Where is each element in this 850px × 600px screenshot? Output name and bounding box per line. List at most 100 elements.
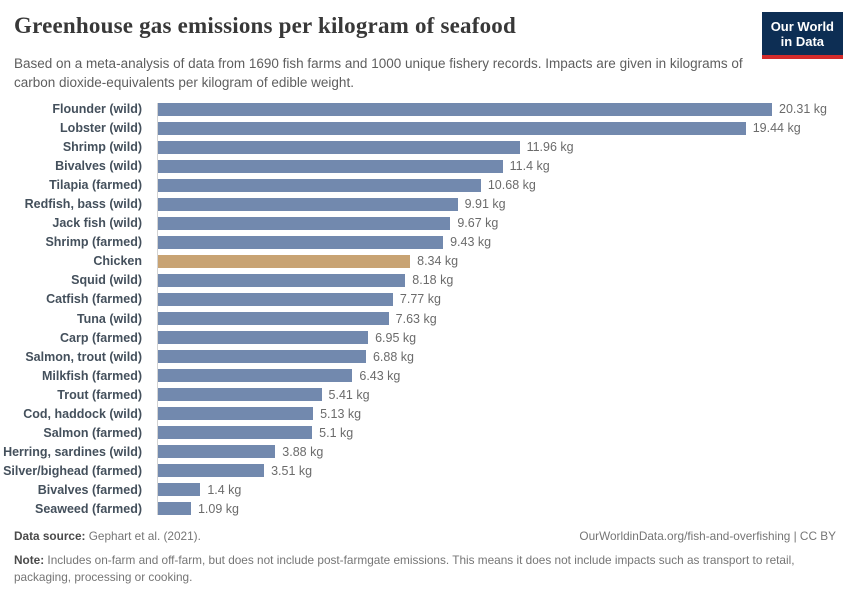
bar-row: Salmon (farmed) 5.1 kg (0, 426, 850, 440)
data-source-label: Data source: (14, 529, 86, 543)
category-label: Chicken (93, 254, 142, 269)
bar[interactable] (158, 121, 746, 135)
bar[interactable] (158, 502, 191, 516)
category-label: Redfish, bass (wild) (24, 197, 142, 212)
value-label: 5.1 kg (319, 425, 354, 440)
value-label: 9.43 kg (450, 235, 492, 250)
category-label: Bivalves (farmed) (37, 482, 142, 497)
bar[interactable] (158, 407, 314, 421)
bar-track: 9.91 kg (158, 197, 850, 211)
category-label: Silver/bighead (farmed) (3, 463, 142, 478)
value-label: 1.4 kg (207, 482, 242, 497)
bar[interactable] (158, 369, 353, 383)
bar-row: Herring, sardines (wild) 3.88 kg (0, 445, 850, 459)
category-label: Jack fish (wild) (52, 216, 142, 231)
value-label: 7.63 kg (395, 311, 437, 326)
bar-highlight[interactable] (158, 254, 411, 268)
value-label: 5.13 kg (320, 406, 362, 421)
bar[interactable] (158, 331, 369, 345)
bar-track: 7.63 kg (158, 312, 850, 326)
bar-row: Redfish, bass (wild) 9.91 kg (0, 197, 850, 211)
bar[interactable] (158, 178, 481, 192)
bar[interactable] (158, 350, 366, 364)
category-label: Flounder (wild) (52, 102, 142, 116)
data-source-text: Gephart et al. (2021). (85, 529, 201, 543)
bar-row: Milkfish (farmed) 6.43 kg (0, 369, 850, 383)
bar-row: Salmon, trout (wild) 6.88 kg (0, 350, 850, 364)
bar[interactable] (158, 388, 322, 402)
value-label: 6.43 kg (359, 368, 401, 383)
bar[interactable] (158, 140, 520, 154)
bar[interactable] (158, 273, 406, 287)
bar-row: Seaweed (farmed) 1.09 kg (0, 502, 850, 516)
y-axis-line (157, 103, 158, 515)
category-label: Seaweed (farmed) (35, 501, 142, 516)
bar-row: Carp (farmed) 6.95 kg (0, 331, 850, 345)
bar[interactable] (158, 216, 451, 230)
value-label: 11.96 kg (526, 140, 574, 155)
bar[interactable] (158, 426, 313, 440)
category-label: Salmon, trout (wild) (25, 349, 142, 364)
bar-track: 7.77 kg (158, 292, 850, 306)
value-label: 6.95 kg (375, 330, 417, 345)
value-label: 11.4 kg (509, 159, 550, 174)
bar-track: 11.96 kg (158, 140, 850, 154)
category-label: Herring, sardines (wild) (3, 444, 142, 459)
bar-row: Flounder (wild) 20.31 kg (0, 102, 850, 116)
bar[interactable] (158, 483, 201, 497)
bar-track: 1.4 kg (158, 483, 850, 497)
bar[interactable] (158, 292, 393, 306)
value-label: 19.44 kg (752, 121, 801, 136)
bar[interactable] (158, 197, 458, 211)
bar-track: 3.88 kg (158, 445, 850, 459)
category-label: Milkfish (farmed) (41, 368, 142, 383)
bar-row: Trout (farmed) 5.41 kg (0, 388, 850, 402)
bar-row: Catfish (farmed) 7.77 kg (0, 292, 850, 306)
bar-track: 9.43 kg (158, 235, 850, 249)
value-label: 8.34 kg (417, 254, 459, 269)
footer-source-line: Data source: Gephart et al. (2021). OurW… (14, 529, 836, 543)
footer-note: Note: Includes on-farm and off-farm, but… (14, 552, 836, 586)
bar-row: Silver/bighead (farmed) 3.51 kg (0, 464, 850, 478)
bar[interactable] (158, 312, 389, 326)
bar-track: 8.34 kg (158, 254, 850, 268)
value-label: 7.77 kg (399, 292, 441, 307)
bar-track: 20.31 kg (158, 102, 850, 116)
bar-row: Shrimp (wild) 11.96 kg (0, 140, 850, 154)
footer-note-label: Note: (14, 553, 45, 567)
bar[interactable] (158, 445, 276, 459)
value-label: 10.68 kg (487, 178, 536, 193)
bar-row: Jack fish (wild) 9.67 kg (0, 216, 850, 230)
value-label: 5.41 kg (328, 387, 370, 402)
bar-track: 6.88 kg (158, 350, 850, 364)
bar-row: Tuna (wild) 7.63 kg (0, 312, 850, 326)
value-label: 3.51 kg (271, 463, 313, 478)
category-label: Catfish (farmed) (46, 292, 142, 307)
attribution-link[interactable]: OurWorldinData.org/fish-and-overfishing … (579, 529, 836, 543)
bar-chart-rows: Flounder (wild) 20.31 kg Lobster (wild) 19.… (0, 102, 850, 516)
owid-logo: Our World in Data (761, 12, 843, 59)
category-label: Carp (farmed) (60, 330, 142, 345)
bar[interactable] (158, 102, 772, 116)
bar-track: 1.09 kg (158, 502, 850, 516)
category-label: Tilapia (farmed) (49, 178, 142, 193)
page-title: Greenhouse gas emissions per kilogram of… (14, 13, 516, 38)
bar-row: Shrimp (farmed) 9.43 kg (0, 235, 850, 249)
owid-logo-line1: Our World (770, 19, 834, 34)
category-label: Cod, haddock (wild) (23, 406, 142, 421)
bar-track: 9.67 kg (158, 216, 850, 230)
bar[interactable] (158, 235, 444, 249)
bar[interactable] (158, 464, 265, 478)
chart-subtitle: Based on a meta-analysis of data from 16… (14, 56, 743, 90)
category-label: Bivalves (wild) (55, 159, 142, 174)
bar[interactable] (158, 159, 503, 173)
owid-logo-line2: in Data (780, 34, 825, 50)
bar-row: Bivalves (wild) 11.4 kg (0, 159, 850, 173)
bar-track: 8.18 kg (158, 273, 850, 287)
bar-track: 19.44 kg (158, 121, 850, 135)
bar-track: 11.4 kg (158, 159, 850, 173)
value-label: 8.18 kg (412, 273, 454, 288)
value-label: 9.91 kg (464, 197, 506, 212)
footer-note-text: Includes on-farm and off-farm, but does … (14, 553, 795, 585)
